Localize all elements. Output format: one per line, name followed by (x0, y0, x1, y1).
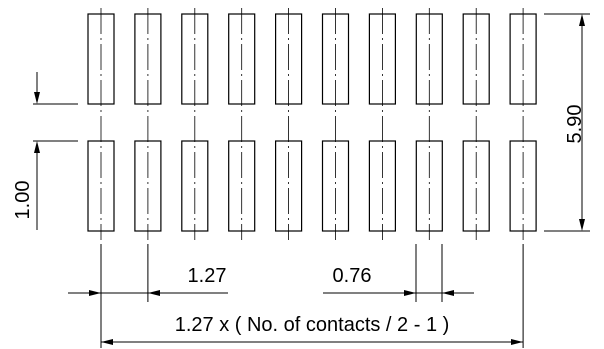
overall-span-label: 1.27 x ( No. of contacts / 2 - 1 ) (175, 314, 450, 336)
dimension-overall-span (101, 339, 523, 345)
pad-row-top (87, 13, 537, 105)
dimension-pitch (68, 290, 228, 296)
pad-centerlines (100, 8, 524, 348)
pad-length-label: 1.00 (12, 181, 34, 220)
extension-lines (33, 13, 590, 302)
pitch-label: 1.27 (188, 265, 227, 287)
dimension-overall-height (579, 14, 585, 231)
pad-width-label: 0.76 (333, 265, 372, 287)
dimension-pad-width (323, 290, 474, 296)
dimension-pad-length (34, 72, 40, 230)
overall-height-label: 5.90 (564, 105, 586, 144)
pad-row-bottom (87, 140, 537, 232)
